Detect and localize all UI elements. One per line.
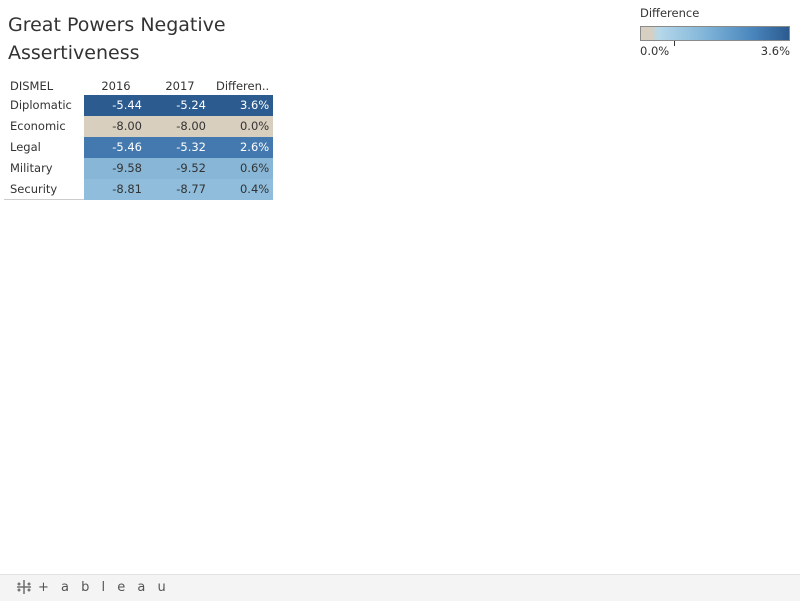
crosstab-table: DISMEL 2016 2017 Differen.. Diplomatic -5…: [4, 76, 274, 200]
legend-gradient-bar[interactable]: [640, 26, 790, 46]
cell-2017[interactable]: -9.52: [148, 157, 212, 179]
tableau-cross-icon: [16, 579, 32, 595]
column-header-2016[interactable]: 2016: [101, 78, 131, 93]
tableau-wordmark: + a b l e a u: [38, 579, 170, 595]
cell-2017[interactable]: -8.00: [148, 115, 212, 137]
cell-2016[interactable]: -9.58: [84, 157, 148, 179]
row-label[interactable]: Security: [4, 178, 84, 200]
cell-difference[interactable]: 0.4%: [212, 178, 274, 200]
column-header-difference[interactable]: Differen..: [216, 78, 270, 93]
footer-bar: + a b l e a u: [0, 574, 800, 601]
cell-2017[interactable]: -8.77: [148, 178, 212, 200]
cell-2016[interactable]: -5.44: [84, 95, 148, 116]
table-row: Diplomatic -5.44 -5.24 3.6%: [4, 95, 274, 116]
column-header-dismel[interactable]: DISMEL: [10, 78, 54, 93]
cell-difference[interactable]: 0.0%: [212, 115, 274, 137]
row-label[interactable]: Economic: [10, 119, 66, 133]
table-row: Military -9.58 -9.52 0.6%: [4, 157, 274, 179]
cell-2016[interactable]: -5.46: [84, 136, 148, 158]
table-row: Security -8.81 -8.77 0.4%: [4, 178, 274, 200]
cell-2017[interactable]: -5.24: [148, 95, 212, 116]
cell-difference[interactable]: 3.6%: [212, 95, 274, 116]
color-legend[interactable]: Difference 0.0% 3.6%: [640, 6, 792, 58]
row-label[interactable]: Diplomatic: [10, 98, 72, 112]
cell-2016[interactable]: -8.81: [84, 178, 148, 200]
legend-min-label: 0.0%: [640, 44, 670, 58]
legend-title: Difference: [640, 6, 700, 20]
cell-difference[interactable]: 2.6%: [212, 136, 274, 158]
row-label[interactable]: Military: [10, 161, 53, 175]
table-row: Economic -8.00 -8.00 0.0%: [4, 115, 274, 137]
tableau-logo[interactable]: + a b l e a u: [16, 579, 170, 595]
legend-tick: [674, 41, 675, 46]
cell-2017[interactable]: -5.32: [148, 136, 212, 158]
legend-max-label: 3.6%: [760, 44, 790, 58]
table-row: Legal -5.46 -5.32 2.6%: [4, 136, 274, 158]
column-header-2017[interactable]: 2017: [165, 78, 195, 93]
cell-2016[interactable]: -8.00: [84, 115, 148, 137]
chart-title: Great Powers Negative Assertiveness: [8, 14, 226, 64]
row-label[interactable]: Legal: [10, 140, 41, 154]
header-row: DISMEL 2016 2017 Differen..: [4, 76, 273, 95]
cell-difference[interactable]: 0.6%: [212, 157, 274, 179]
